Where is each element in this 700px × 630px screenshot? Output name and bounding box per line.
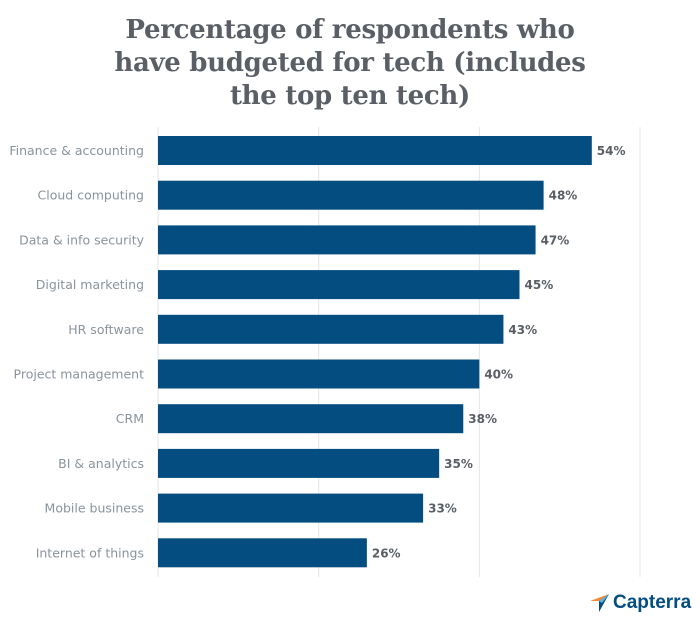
bar bbox=[158, 180, 544, 210]
bar bbox=[158, 136, 592, 165]
data-label: 26% bbox=[372, 546, 401, 560]
data-label: 38% bbox=[468, 412, 497, 426]
bar bbox=[158, 538, 367, 568]
category-label: Mobile business bbox=[45, 501, 144, 516]
bar bbox=[158, 225, 536, 255]
bar bbox=[158, 448, 440, 478]
title-line: Percentage of respondents who bbox=[125, 15, 575, 45]
bar bbox=[158, 270, 520, 300]
bar bbox=[158, 314, 504, 344]
data-label: 54% bbox=[597, 144, 626, 158]
data-label: 40% bbox=[484, 368, 513, 382]
data-label: 35% bbox=[444, 457, 473, 471]
data-label: 33% bbox=[428, 502, 457, 516]
capterra-logo: Capterra bbox=[590, 592, 691, 614]
category-label: Data & info security bbox=[19, 232, 144, 247]
bar bbox=[158, 359, 480, 389]
chart-title: Percentage of respondents who have budge… bbox=[0, 14, 700, 113]
category-label: CRM bbox=[116, 411, 144, 426]
category-label: Finance & accounting bbox=[9, 143, 144, 158]
title-line: the top ten tech) bbox=[229, 81, 471, 111]
capterra-logo-text: Capterra bbox=[613, 592, 692, 613]
category-label: HR software bbox=[68, 322, 144, 337]
category-label: Cloud computing bbox=[38, 188, 144, 203]
category-label: Project management bbox=[14, 367, 145, 382]
title-line: have budgeted for tech (includes bbox=[114, 48, 586, 78]
data-label: 47% bbox=[541, 233, 570, 247]
data-label: 45% bbox=[525, 278, 554, 292]
bar bbox=[158, 493, 424, 523]
category-label: Internet of things bbox=[36, 545, 144, 560]
capterra-logo-icon bbox=[590, 594, 609, 612]
category-label: Digital marketing bbox=[36, 277, 144, 292]
bar bbox=[158, 404, 464, 434]
data-label: 43% bbox=[508, 323, 537, 337]
category-label: BI & analytics bbox=[58, 456, 144, 471]
data-label: 48% bbox=[549, 189, 578, 203]
